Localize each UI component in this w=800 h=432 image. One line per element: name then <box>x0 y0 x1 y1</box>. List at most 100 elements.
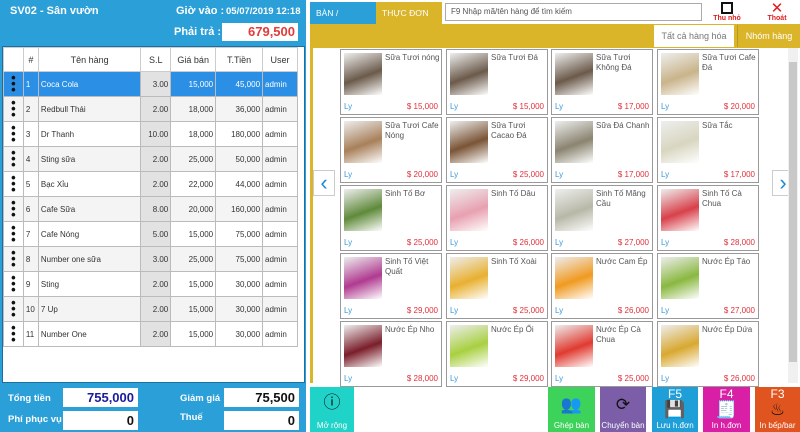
row-menu-icon[interactable]: • • • <box>3 171 24 197</box>
table-row[interactable]: • • • 9 Sting 2.00 15,000 30,000 admin <box>3 271 298 297</box>
product-image <box>344 189 382 231</box>
exit-button[interactable]: ✕ Thoát <box>762 1 792 22</box>
service-field[interactable]: 0 <box>63 411 138 430</box>
kitchen-label: In bếp/bar <box>759 421 796 430</box>
item-name: Number One <box>37 321 142 347</box>
product-card[interactable]: Sinh Tố Bơ Ly $ 25,000 <box>340 185 442 251</box>
product-card[interactable]: Sữa Tươi Đá Ly $ 15,000 <box>446 49 548 115</box>
product-card[interactable]: Sữa Tươi Cafe Đá Ly $ 20,000 <box>657 49 759 115</box>
row-menu-icon[interactable]: • • • <box>3 146 24 172</box>
row-menu-icon[interactable]: • • • <box>3 296 24 322</box>
product-price: $ 29,000 <box>406 306 438 315</box>
row-menu-icon[interactable]: • • • <box>3 196 24 222</box>
item-group-button[interactable]: Nhóm hàng <box>737 25 800 47</box>
refresh-icon: ⟳ <box>615 395 631 414</box>
row-menu-icon[interactable]: • • • <box>3 321 24 347</box>
product-name: Sữa Đá Chanh <box>596 121 650 130</box>
user: admin <box>262 321 298 347</box>
table-row[interactable]: • • • 2 Redbull Thái 2.00 18,000 36,000 admin <box>3 96 298 122</box>
prev-page-button[interactable]: ‹ <box>313 170 335 196</box>
service-label: Phí phục vụ <box>8 414 62 425</box>
table-row[interactable]: • • • 1 Coca Cola 3.00 15,000 45,000 admin <box>3 71 298 97</box>
product-name: Nước Ép Ổi <box>491 325 534 334</box>
row-menu-icon[interactable]: • • • <box>3 246 24 272</box>
product-card[interactable]: Sinh Tố Việt Quất Ly $ 29,000 <box>340 253 442 319</box>
table-row[interactable]: • • • 5 Bạc Xỉu 2.00 22,000 44,000 admin <box>3 171 298 197</box>
product-card[interactable]: Sữa Tươi Cafe Nóng Ly $ 20,000 <box>340 117 442 183</box>
merge-table-button[interactable]: 👥 Ghép bàn <box>548 387 595 432</box>
quantity-field[interactable]: 2.00 <box>140 146 172 172</box>
table-row[interactable]: • • • 3 Dr Thanh 10.00 18,000 180,000 admin <box>3 121 298 147</box>
table-row[interactable]: • • • 10 7 Up 2.00 15,000 30,000 admin <box>3 296 298 322</box>
table-row[interactable]: • • • 6 Cafe Sữa 8.00 20,000 160,000 admin <box>3 196 298 222</box>
move-label: Chuyển bàn <box>601 421 645 430</box>
row-menu-icon[interactable]: • • • <box>3 96 24 122</box>
more-label: Mở rộng <box>316 421 348 430</box>
tab-menu[interactable]: THỰC ĐƠN <box>376 2 442 24</box>
product-card[interactable]: Sữa Tươi Không Đá Ly $ 17,000 <box>551 49 653 115</box>
row-menu-icon[interactable]: • • • <box>3 71 24 97</box>
product-card[interactable]: Nước Ép Dứa Ly $ 26,000 <box>657 321 759 387</box>
product-image <box>450 325 488 367</box>
receipt-icon: 🧾 <box>715 400 738 419</box>
product-card[interactable]: Nước Ép Táo Ly $ 27,000 <box>657 253 759 319</box>
quantity-field[interactable]: 2.00 <box>140 271 172 297</box>
scrollbar[interactable] <box>788 48 798 383</box>
product-card[interactable]: Sinh Tố Xoài Ly $ 25,000 <box>446 253 548 319</box>
product-card[interactable]: Nước Ép Ổi Ly $ 29,000 <box>446 321 548 387</box>
product-card[interactable]: Sữa Tắc Ly $ 17,000 <box>657 117 759 183</box>
quantity-field[interactable]: 8.00 <box>140 196 172 222</box>
merge-label: Ghép bàn <box>553 421 590 430</box>
product-price: $ 15,000 <box>406 102 438 111</box>
product-card[interactable]: Nước Ép Cà Chua Ly $ 25,000 <box>551 321 653 387</box>
tab-tables[interactable]: BÀN / PHÒNG <box>310 2 376 40</box>
row-menu-icon[interactable]: • • • <box>3 221 24 247</box>
row-number: 1 <box>22 71 39 97</box>
row-menu-icon[interactable]: • • • <box>3 271 24 297</box>
product-image <box>661 121 699 163</box>
more-button[interactable]: ⓘ Mở rộng <box>310 387 354 432</box>
save-bill-button[interactable]: F5 💾 Lưu h.đơn <box>652 387 698 432</box>
product-price: $ 20,000 <box>406 170 438 179</box>
product-image <box>661 257 699 299</box>
product-card[interactable]: Sữa Tươi Cacao Đá Ly $ 25,000 <box>446 117 548 183</box>
all-items-button[interactable]: Tất cả hàng hóa <box>654 25 734 47</box>
product-price: $ 29,000 <box>512 374 544 383</box>
minimize-icon <box>721 2 733 14</box>
quantity-field[interactable]: 2.00 <box>140 171 172 197</box>
move-table-button[interactable]: ⟳ Chuyển bàn <box>600 387 646 432</box>
tax-field[interactable]: 0 <box>224 411 299 430</box>
product-card[interactable]: Sinh Tố Mãng Cầu Ly $ 27,000 <box>551 185 653 251</box>
user: admin <box>262 96 298 122</box>
quantity-field[interactable]: 2.00 <box>140 296 172 322</box>
quantity-field[interactable]: 2.00 <box>140 321 172 347</box>
product-card[interactable]: Nước Cam Ép Ly $ 26,000 <box>551 253 653 319</box>
search-input[interactable]: F9 Nhập mã/tên hàng để tìm kiếm <box>445 3 702 21</box>
print-bill-button[interactable]: F4 🧾 In h.đơn <box>703 387 750 432</box>
column-header: User <box>262 47 298 72</box>
product-card[interactable]: Sinh Tố Cà Chua Ly $ 28,000 <box>657 185 759 251</box>
product-name: Sữa Tắc <box>702 121 733 130</box>
table-row[interactable]: • • • 11 Number One 2.00 15,000 30,000 admin <box>3 321 298 347</box>
discount-field[interactable]: 75,500 <box>224 388 299 407</box>
table-row[interactable]: • • • 4 Sting sữa 2.00 25,000 50,000 admin <box>3 146 298 172</box>
product-card[interactable]: Nước Ép Nho Ly $ 28,000 <box>340 321 442 387</box>
row-menu-icon[interactable]: • • • <box>3 121 24 147</box>
line-total: 50,000 <box>215 146 264 172</box>
product-name: Sữa Tươi Cafe Nóng <box>385 121 439 140</box>
quantity-field[interactable]: 3.00 <box>140 246 172 272</box>
quantity-field[interactable]: 10.00 <box>140 121 172 147</box>
quantity-field[interactable]: 3.00 <box>140 71 172 97</box>
table-row[interactable]: • • • 7 Cafe Nóng 5.00 15,000 75,000 admin <box>3 221 298 247</box>
product-card[interactable]: Sữa Tươi nóng Ly $ 15,000 <box>340 49 442 115</box>
table-row[interactable]: • • • 8 Number one sữa 3.00 25,000 75,000 admin <box>3 246 298 272</box>
minimize-button[interactable]: Thu nhỏ <box>710 2 744 22</box>
quantity-field[interactable]: 2.00 <box>140 96 172 122</box>
line-total: 30,000 <box>215 321 264 347</box>
print-kitchen-button[interactable]: F3 ♨ In bếp/bar <box>755 387 800 432</box>
product-card[interactable]: Sữa Đá Chanh Ly $ 17,000 <box>551 117 653 183</box>
product-card[interactable]: Sinh Tố Dâu Ly $ 26,000 <box>446 185 548 251</box>
product-image <box>344 325 382 367</box>
quantity-field[interactable]: 5.00 <box>140 221 172 247</box>
scrollbar-thumb[interactable] <box>789 62 797 362</box>
